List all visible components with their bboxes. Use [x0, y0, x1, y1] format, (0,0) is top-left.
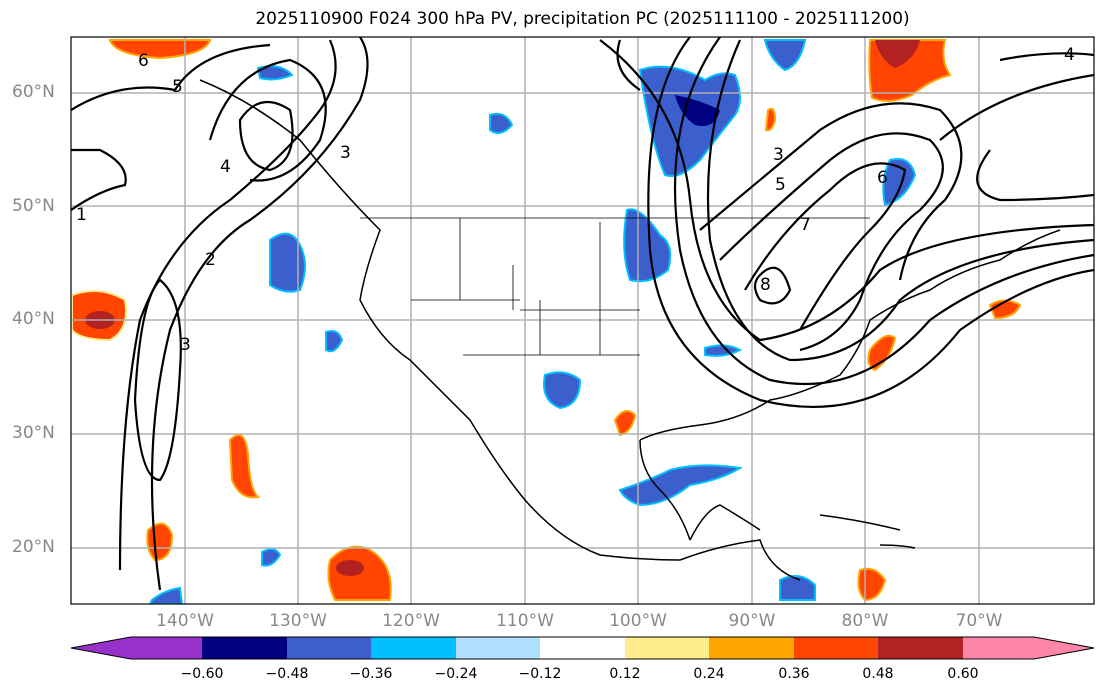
map-title: 2025110900 F024 300 hPa PV, precipitatio…: [255, 9, 910, 29]
colorbar-tick: −0.48: [265, 666, 309, 682]
colorbar-bin: [287, 637, 371, 659]
contour-label: 4: [1064, 45, 1075, 65]
colorbar-tick: 0.24: [693, 666, 725, 682]
colorbar-extend-low: [71, 637, 202, 659]
pv-contours: [71, 37, 1094, 591]
lon-label: 140°W: [156, 611, 214, 631]
colorbar-tick: 0.36: [778, 666, 810, 682]
colorbar: [70, 636, 1095, 660]
lon-label: 70°W: [955, 611, 1003, 631]
lon-label: 130°W: [269, 611, 327, 631]
contour-label: 5: [775, 175, 786, 195]
colorbar-bin: [540, 637, 625, 659]
contour-label: 3: [340, 143, 351, 163]
contour-labels: 1 2 3 3 4 5 6 6 3 5 7 8 4: [76, 45, 1075, 355]
lat-label: 60°N: [12, 82, 55, 102]
colorbar-tick: −0.12: [518, 666, 562, 682]
graticule: [71, 37, 1094, 604]
contour-label: 5: [172, 77, 183, 97]
precip-anomaly-shading: [71, 39, 1022, 604]
lon-label: 110°W: [496, 611, 554, 631]
colorbar-bin: [625, 637, 709, 659]
coastlines: [199, 79, 1061, 581]
colorbar-bin: [456, 637, 540, 659]
colorbar-tick: 0.12: [609, 666, 641, 682]
lon-label: 100°W: [609, 611, 667, 631]
lat-label: 30°N: [12, 423, 55, 443]
map-frame: [70, 36, 1095, 605]
contour-label: 7: [800, 215, 811, 235]
colorbar-bin: [878, 637, 963, 659]
colorbar-tick: −0.36: [349, 666, 393, 682]
colorbar-bin: [202, 637, 287, 659]
contour-label: 4: [220, 157, 231, 177]
lat-label: 20°N: [12, 537, 55, 557]
contour-label: 3: [180, 335, 191, 355]
contour-label: 3: [773, 145, 784, 165]
colorbar-tick: 0.48: [862, 666, 894, 682]
contour-label: 2: [205, 250, 216, 270]
colorbar-tick: 0.60: [947, 666, 979, 682]
lat-label: 40°N: [12, 309, 55, 329]
lon-label: 80°W: [841, 611, 889, 631]
colorbar-bin: [371, 637, 456, 659]
colorbar-bin: [794, 637, 878, 659]
contour-label: 6: [877, 168, 888, 188]
contour-label: 1: [76, 205, 87, 225]
colorbar-extend-high: [963, 637, 1094, 659]
borders: [360, 217, 870, 356]
colorbar-tick: −0.60: [180, 666, 224, 682]
lat-label: 50°N: [12, 196, 55, 216]
colorbar-tick: −0.24: [434, 666, 478, 682]
lon-label: 90°W: [728, 611, 776, 631]
lon-label: 120°W: [382, 611, 440, 631]
colorbar-bin: [709, 637, 794, 659]
contour-label: 6: [138, 51, 149, 71]
contour-label: 8: [760, 275, 771, 295]
